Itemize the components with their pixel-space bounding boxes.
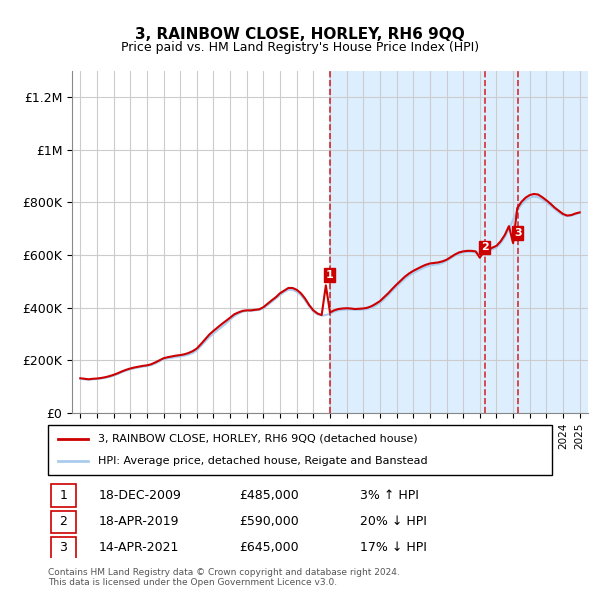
Text: £645,000: £645,000 (239, 542, 299, 555)
Text: 3% ↑ HPI: 3% ↑ HPI (361, 489, 419, 502)
Text: 17% ↓ HPI: 17% ↓ HPI (361, 542, 427, 555)
Text: 3, RAINBOW CLOSE, HORLEY, RH6 9QQ: 3, RAINBOW CLOSE, HORLEY, RH6 9QQ (135, 27, 465, 41)
Text: 14-APR-2021: 14-APR-2021 (98, 542, 179, 555)
Bar (329, 71, 588, 413)
Text: £590,000: £590,000 (239, 515, 299, 528)
FancyBboxPatch shape (50, 484, 76, 507)
FancyBboxPatch shape (50, 510, 76, 533)
Text: 18-APR-2019: 18-APR-2019 (98, 515, 179, 528)
Text: 3: 3 (514, 228, 522, 238)
Text: 2: 2 (59, 515, 67, 528)
Text: 3: 3 (59, 542, 67, 555)
Text: 20% ↓ HPI: 20% ↓ HPI (361, 515, 427, 528)
Text: HPI: Average price, detached house, Reigate and Banstead: HPI: Average price, detached house, Reig… (98, 456, 428, 466)
FancyBboxPatch shape (50, 537, 76, 559)
Text: £485,000: £485,000 (239, 489, 299, 502)
FancyBboxPatch shape (48, 425, 552, 475)
Text: 1: 1 (326, 270, 334, 280)
Text: 2: 2 (481, 242, 488, 253)
Text: Price paid vs. HM Land Registry's House Price Index (HPI): Price paid vs. HM Land Registry's House … (121, 41, 479, 54)
Text: Contains HM Land Registry data © Crown copyright and database right 2024.
This d: Contains HM Land Registry data © Crown c… (48, 568, 400, 587)
Text: 3, RAINBOW CLOSE, HORLEY, RH6 9QQ (detached house): 3, RAINBOW CLOSE, HORLEY, RH6 9QQ (detac… (98, 434, 418, 444)
Text: 1: 1 (59, 489, 67, 502)
Text: 18-DEC-2009: 18-DEC-2009 (98, 489, 181, 502)
